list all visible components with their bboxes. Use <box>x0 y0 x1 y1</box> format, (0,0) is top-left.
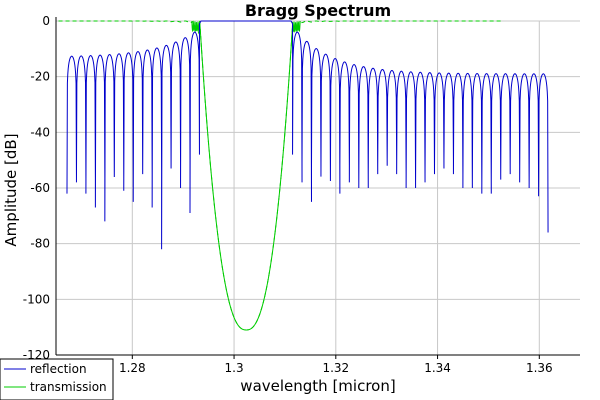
y-tick-label-0: 0 <box>42 14 50 28</box>
reflection-line <box>66 20 549 250</box>
y-tick-label-3: -60 <box>30 181 50 195</box>
y-tick-label-4: -80 <box>30 237 50 251</box>
y-tick-label-5: -100 <box>23 292 50 306</box>
x-tick-label-0: 1.28 <box>119 361 146 375</box>
tick-labels: 1.28 1.3 1.32 1.34 1.360-20-40-60-80-100-120 <box>23 14 553 375</box>
x-tick-label-4: 1.36 <box>526 361 553 375</box>
y-tick-label-2: -40 <box>30 125 50 139</box>
series-transmission <box>58 20 502 331</box>
x-tick-label-3: 1.34 <box>424 361 451 375</box>
transmission-dip <box>191 20 301 331</box>
chart-title: Bragg Spectrum <box>245 1 391 20</box>
legend-box <box>0 358 114 400</box>
x-axis-label: wavelength [micron] <box>240 377 395 395</box>
x-tick-label-2: 1.32 <box>322 361 349 375</box>
legend: reflection transmission <box>0 358 114 400</box>
x-tick-label-1: 1.3 <box>225 361 244 375</box>
axes <box>55 17 580 356</box>
legend-label-reflection: reflection <box>30 362 87 376</box>
series-reflection <box>66 20 549 250</box>
legend-label-transmission: transmission <box>30 380 107 394</box>
y-axis-label: Amplitude [dB] <box>2 133 20 246</box>
y-tick-label-1: -20 <box>30 70 50 84</box>
